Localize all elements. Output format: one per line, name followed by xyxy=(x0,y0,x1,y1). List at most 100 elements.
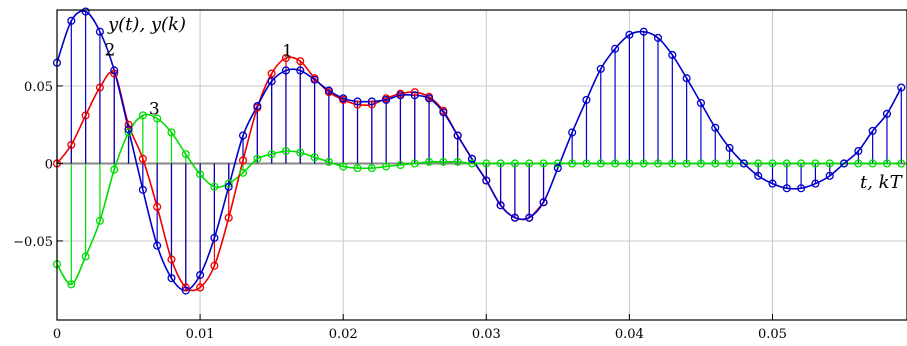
series-3-point xyxy=(696,159,705,168)
plot-frame xyxy=(56,9,907,321)
series-3-point xyxy=(797,159,806,168)
series-1-point xyxy=(353,100,362,109)
series-2-point xyxy=(382,95,391,104)
series-3-point xyxy=(367,164,376,173)
series-3-point xyxy=(167,128,176,137)
series-2-curve xyxy=(56,10,902,292)
series-3-point xyxy=(238,168,248,177)
series-2-point xyxy=(553,164,562,173)
x-tick-label: 0.02 xyxy=(329,327,358,342)
series-3-point xyxy=(124,128,133,137)
series-3-point xyxy=(425,157,434,166)
series-3-point xyxy=(596,159,605,168)
x-tick-label: 0 xyxy=(53,327,61,342)
series-3-point xyxy=(725,159,734,168)
series-3-point xyxy=(825,159,834,168)
series-2-point xyxy=(238,131,248,140)
series-3-point xyxy=(67,280,76,289)
series-3-point xyxy=(196,170,205,179)
series-3-point xyxy=(110,165,119,174)
series-2-point xyxy=(639,27,648,36)
series-2-point xyxy=(525,213,534,222)
series-1-point xyxy=(138,154,147,163)
series-3-point xyxy=(868,159,877,168)
series-2-point xyxy=(367,97,376,106)
curve-label-2: 2 xyxy=(105,41,116,61)
series-1-point xyxy=(410,88,419,97)
series-2-point xyxy=(138,185,147,194)
series-2-point xyxy=(453,131,462,140)
series-3-point xyxy=(81,252,90,261)
series-3-point xyxy=(611,159,620,168)
series-2-point xyxy=(510,213,519,222)
series-3-point xyxy=(496,159,505,168)
series-1-point xyxy=(296,57,305,66)
series-3-point xyxy=(224,179,233,188)
series-3-point xyxy=(782,159,791,168)
sample-markers xyxy=(52,7,906,295)
axis-labels: y(t), y(k) t, kT xyxy=(107,14,904,193)
series-1-point xyxy=(281,53,291,63)
series-2-point xyxy=(811,179,820,188)
series-1-point xyxy=(210,261,219,270)
series-2-point xyxy=(410,91,419,100)
series-3-point xyxy=(568,159,577,168)
series-3-point xyxy=(553,159,562,168)
series-2-point xyxy=(310,75,319,84)
series-2-point xyxy=(882,109,892,118)
series-2-point xyxy=(253,102,262,111)
series-3-point xyxy=(281,147,291,156)
series-2-point xyxy=(267,77,276,86)
x-axis-label: t, kT xyxy=(860,172,904,193)
series-3-point xyxy=(525,159,534,168)
y-tick-label: 0.05 xyxy=(24,80,53,95)
series-2-point xyxy=(81,7,90,16)
series-3-point xyxy=(811,159,820,168)
series-2-point xyxy=(181,286,190,295)
curve-label-1: 1 xyxy=(282,42,293,62)
series-2-point xyxy=(496,201,505,210)
series-3-point xyxy=(754,159,763,168)
series-3-point xyxy=(410,159,419,168)
series-3-curve xyxy=(56,113,902,286)
series-2-point xyxy=(339,94,348,103)
series-3-point xyxy=(639,159,648,168)
series-1-point xyxy=(196,283,205,292)
y-tick-label: −0.05 xyxy=(13,235,53,250)
series-2-point xyxy=(668,50,677,59)
series-2-point xyxy=(324,86,333,95)
series-2-point xyxy=(124,125,133,134)
series-2-point xyxy=(839,159,849,168)
curve-label-3: 3 xyxy=(149,100,160,120)
series-2-point xyxy=(210,233,219,242)
series-1-point xyxy=(81,111,90,120)
series-3-point xyxy=(653,159,663,168)
series-2-point xyxy=(439,108,448,117)
series-2-point xyxy=(739,159,748,168)
series-2-point xyxy=(353,97,362,106)
series-2-point xyxy=(67,16,76,25)
series-2-point xyxy=(110,66,119,75)
series-2-point xyxy=(725,143,734,153)
series-1-point xyxy=(181,283,190,292)
series-3-point xyxy=(539,159,548,168)
series-3-point xyxy=(668,159,677,168)
series-3-point xyxy=(453,157,462,166)
series-2-point xyxy=(396,91,405,100)
series-3-point xyxy=(439,157,448,166)
response-curves xyxy=(56,10,902,292)
series-1-point xyxy=(153,202,162,211)
series-3-point xyxy=(467,159,477,168)
series-3-point xyxy=(854,159,863,168)
series-3-point xyxy=(138,111,147,120)
series-3-point xyxy=(711,159,720,168)
series-3-point xyxy=(339,162,348,171)
series-2-point xyxy=(582,95,591,104)
series-2-point xyxy=(596,64,605,73)
series-3-point xyxy=(253,154,262,163)
series-3-point xyxy=(296,148,305,157)
series-3-point xyxy=(510,159,519,168)
series-2-point xyxy=(482,176,491,185)
series-3-point xyxy=(482,159,491,168)
series-2-point xyxy=(711,123,720,132)
